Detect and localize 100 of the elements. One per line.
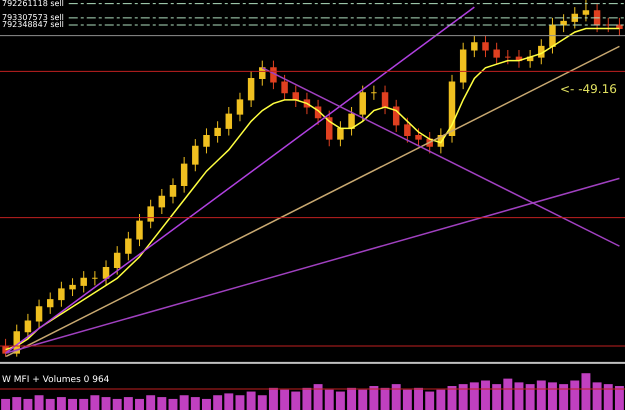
candlestick bbox=[337, 120, 344, 147]
candlestick bbox=[36, 299, 42, 329]
bar bbox=[402, 390, 412, 410]
bar bbox=[146, 395, 156, 410]
bar bbox=[224, 393, 234, 410]
bar bbox=[135, 398, 144, 410]
candlestick bbox=[582, 0, 590, 22]
bar bbox=[302, 388, 312, 410]
candlestick bbox=[560, 14, 567, 33]
candlestick bbox=[359, 85, 366, 122]
bar bbox=[604, 384, 613, 410]
bar bbox=[414, 388, 423, 410]
candlestick bbox=[158, 188, 166, 215]
bar bbox=[425, 392, 434, 410]
candlestick bbox=[415, 128, 422, 147]
candlestick bbox=[471, 35, 478, 58]
candlestick bbox=[482, 35, 489, 58]
bar bbox=[68, 398, 78, 410]
bar bbox=[503, 378, 512, 410]
bar bbox=[180, 395, 189, 410]
bar bbox=[369, 386, 378, 410]
candlestick bbox=[180, 156, 188, 194]
bar bbox=[492, 384, 502, 410]
candlestick bbox=[170, 178, 176, 204]
candlestick bbox=[236, 92, 244, 122]
bar bbox=[258, 395, 267, 410]
bar bbox=[347, 388, 356, 410]
candlestick bbox=[192, 138, 199, 172]
candlestick bbox=[203, 128, 210, 154]
candlestick bbox=[114, 246, 120, 276]
candlestick bbox=[46, 292, 54, 314]
candlestick bbox=[594, 3, 600, 33]
candlestick bbox=[504, 49, 512, 65]
bar bbox=[46, 398, 55, 410]
bar bbox=[246, 392, 256, 410]
bar bbox=[157, 397, 166, 410]
bar bbox=[481, 380, 490, 410]
candlestick bbox=[136, 214, 143, 247]
bar bbox=[79, 398, 88, 410]
bar bbox=[514, 382, 524, 410]
candlestick bbox=[214, 120, 221, 144]
bar bbox=[314, 384, 323, 410]
candlestick bbox=[326, 110, 332, 147]
bar bbox=[12, 397, 22, 410]
chart-title: W MFI + Volumes 0 964 bbox=[2, 375, 110, 385]
candlestick bbox=[92, 270, 98, 286]
candlestick bbox=[248, 70, 254, 108]
candlestick bbox=[382, 85, 388, 115]
bar bbox=[458, 384, 468, 410]
bar bbox=[280, 390, 290, 410]
bar bbox=[124, 397, 133, 410]
candlestick bbox=[616, 17, 623, 36]
candlestick bbox=[392, 99, 400, 132]
bar bbox=[90, 395, 100, 410]
candlestick bbox=[69, 278, 76, 297]
bar bbox=[202, 398, 211, 410]
ref-line-label: 792348847 sell bbox=[2, 20, 64, 29]
bar bbox=[592, 382, 602, 410]
bar bbox=[168, 398, 178, 410]
candlestick bbox=[24, 313, 32, 340]
candlestick bbox=[226, 106, 232, 136]
bar bbox=[23, 398, 32, 410]
candlestick bbox=[58, 281, 65, 308]
bar bbox=[526, 384, 535, 410]
ref-line-label: 792261118 sell bbox=[2, 0, 64, 8]
candlestick bbox=[292, 85, 299, 108]
annotation: <- -49.16 bbox=[560, 82, 617, 96]
candlestick bbox=[147, 199, 154, 229]
candlestick bbox=[80, 270, 87, 293]
bar bbox=[548, 382, 557, 410]
candlestick bbox=[404, 117, 411, 144]
bar bbox=[291, 392, 300, 410]
bar bbox=[324, 390, 334, 410]
bar bbox=[559, 384, 568, 410]
bar bbox=[190, 397, 200, 410]
bar bbox=[56, 397, 66, 410]
candlestick bbox=[493, 42, 500, 65]
bar bbox=[470, 382, 479, 410]
bar bbox=[1, 398, 10, 410]
bar bbox=[436, 390, 446, 410]
candlestick bbox=[572, 6, 578, 30]
bar bbox=[392, 384, 401, 410]
bar bbox=[570, 380, 580, 410]
candlestick bbox=[348, 106, 355, 136]
bar bbox=[213, 395, 222, 410]
candlestick bbox=[102, 260, 110, 286]
bar bbox=[268, 388, 278, 410]
candlestick bbox=[125, 231, 132, 261]
bar bbox=[336, 392, 345, 410]
candlestick bbox=[281, 74, 288, 100]
bar bbox=[235, 395, 244, 410]
bar bbox=[102, 397, 110, 410]
bar bbox=[112, 398, 122, 410]
bar bbox=[380, 388, 390, 410]
candlestick bbox=[549, 17, 556, 54]
bar bbox=[358, 390, 368, 410]
bar bbox=[614, 386, 624, 410]
candlestick bbox=[370, 85, 378, 100]
bar bbox=[581, 373, 590, 410]
bar bbox=[34, 395, 44, 410]
